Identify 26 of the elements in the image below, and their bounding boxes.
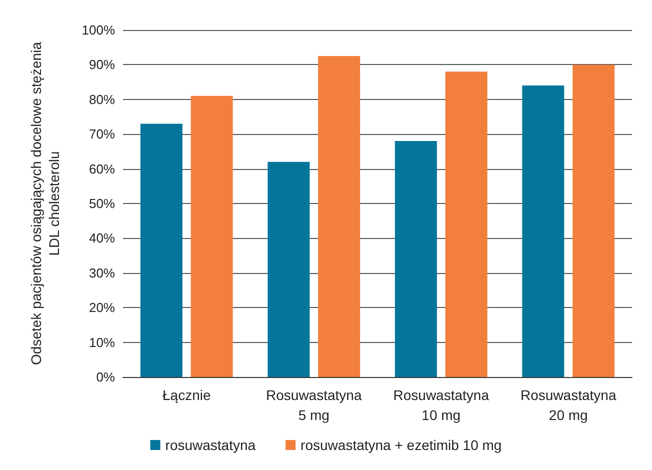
y-tick-label: 0% [96, 370, 116, 384]
y-tick-label: 90% [88, 57, 116, 72]
bar [394, 141, 437, 377]
x-tick-label: Rosuwastatyna 20 mg [520, 387, 616, 423]
y-tick-label: 70% [88, 126, 116, 142]
bar [445, 72, 488, 377]
y-tick-label: 60% [88, 161, 116, 176]
legend-label: rosuwastatyna + ezetimib 10 mg [300, 437, 502, 453]
legend-label: rosuwastatyna [165, 437, 256, 453]
bar [190, 96, 233, 377]
x-tick-label: Rosuwastatyna 5 mg [266, 387, 362, 423]
bar [140, 124, 182, 377]
y-axis-title: Odsetek pacjentów osiągających docelowe stężenia LDL cholesterolu [28, 42, 62, 365]
y-tick-label: 10% [88, 334, 116, 350]
y-tick-label: 40% [88, 230, 116, 246]
x-tick-label: Łącznie [162, 387, 211, 403]
y-tick-label: 50% [88, 196, 116, 211]
y-tick-label: 30% [88, 265, 116, 280]
y-tick-label: 20% [88, 300, 116, 316]
y-tick-label: 100% [82, 22, 116, 38]
bar [268, 162, 310, 377]
y-tick-label: 80% [88, 92, 116, 107]
x-tick-label: Rosuwastatyna 10 mg [393, 387, 490, 423]
bar [318, 56, 360, 377]
bar [522, 86, 564, 377]
bar [572, 64, 615, 377]
